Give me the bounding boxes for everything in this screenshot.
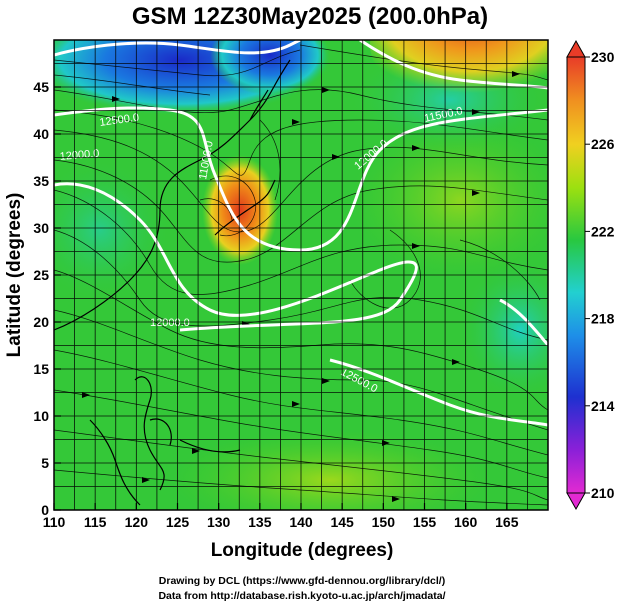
gridlines <box>54 40 548 510</box>
contour-label: 12500.0 <box>99 112 140 129</box>
y-axis-title: Latitude (degrees) <box>4 193 25 358</box>
coastlines <box>54 59 291 506</box>
x-tick-label: 115 <box>84 514 107 530</box>
plot-area: 12500.0 12000.0 12000.0 12500.0 11500.0 … <box>54 40 548 510</box>
colorbar-tick-label: 218 <box>591 311 615 327</box>
y-tick-label: 40 <box>33 126 49 142</box>
x-tick-label: 110 <box>43 514 66 530</box>
warm-core <box>202 155 278 265</box>
cool-field-patch <box>460 260 548 400</box>
contour-label: 12000.0 <box>59 148 100 163</box>
colorbar-gradient <box>566 56 586 494</box>
x-tick-label: 150 <box>372 514 396 530</box>
y-tick-label: 45 <box>33 79 49 95</box>
y-tick-label: 25 <box>33 267 49 283</box>
y-tick-label: 30 <box>33 220 49 236</box>
x-tick-label: 165 <box>495 514 519 530</box>
x-tick-label: 140 <box>289 514 313 530</box>
colorbar-tick-label: 222 <box>591 223 615 239</box>
figure-title: GSM 12Z30May2025 (200.0hPa) <box>132 3 488 30</box>
x-tick-label: 135 <box>248 514 272 530</box>
x-tick-label: 130 <box>207 514 231 530</box>
colorbar-tick-label: 226 <box>591 136 615 152</box>
y-axis: 0 5 10 15 20 25 30 35 40 45 <box>33 79 61 518</box>
colorbar-tick-label: 214 <box>591 398 615 414</box>
y-tick-label: 0 <box>41 502 49 518</box>
cool-field-patch <box>54 160 170 300</box>
contour-label: 12000.0 <box>150 317 190 329</box>
y-tick-label: 20 <box>33 314 49 330</box>
colorbar-ticks: 210 214 218 222 226 230 <box>585 49 615 501</box>
y-tick-label: 35 <box>33 173 49 189</box>
y-tick-label: 15 <box>33 361 49 377</box>
x-tick-label: 120 <box>125 514 149 530</box>
colorbar-tick-label: 230 <box>591 49 615 65</box>
y-tick-label: 5 <box>41 455 49 471</box>
x-tick-label: 155 <box>413 514 437 530</box>
colorbar: 210 214 218 222 226 230 <box>566 39 615 511</box>
warm-ridge <box>370 40 548 105</box>
y-tick-label: 10 <box>33 408 49 424</box>
x-axis-title: Longitude (degrees) <box>211 540 394 561</box>
x-tick-label: 125 <box>166 514 190 530</box>
credit-drawing: Drawing by DCL (https://www.gfd-dennou.o… <box>159 575 445 587</box>
credit-data: Data from http://database.rish.kyoto-u.a… <box>158 590 445 602</box>
colorbar-max-arrow <box>566 39 586 58</box>
x-tick-label: 145 <box>330 514 354 530</box>
x-tick-label: 160 <box>454 514 478 530</box>
colorbar-min-arrow <box>566 492 586 511</box>
warm-field-patch <box>170 430 490 510</box>
colorbar-tick-label: 210 <box>591 485 615 501</box>
x-axis: 110 115 120 125 130 135 140 145 150 155 160 165 <box>43 503 519 530</box>
